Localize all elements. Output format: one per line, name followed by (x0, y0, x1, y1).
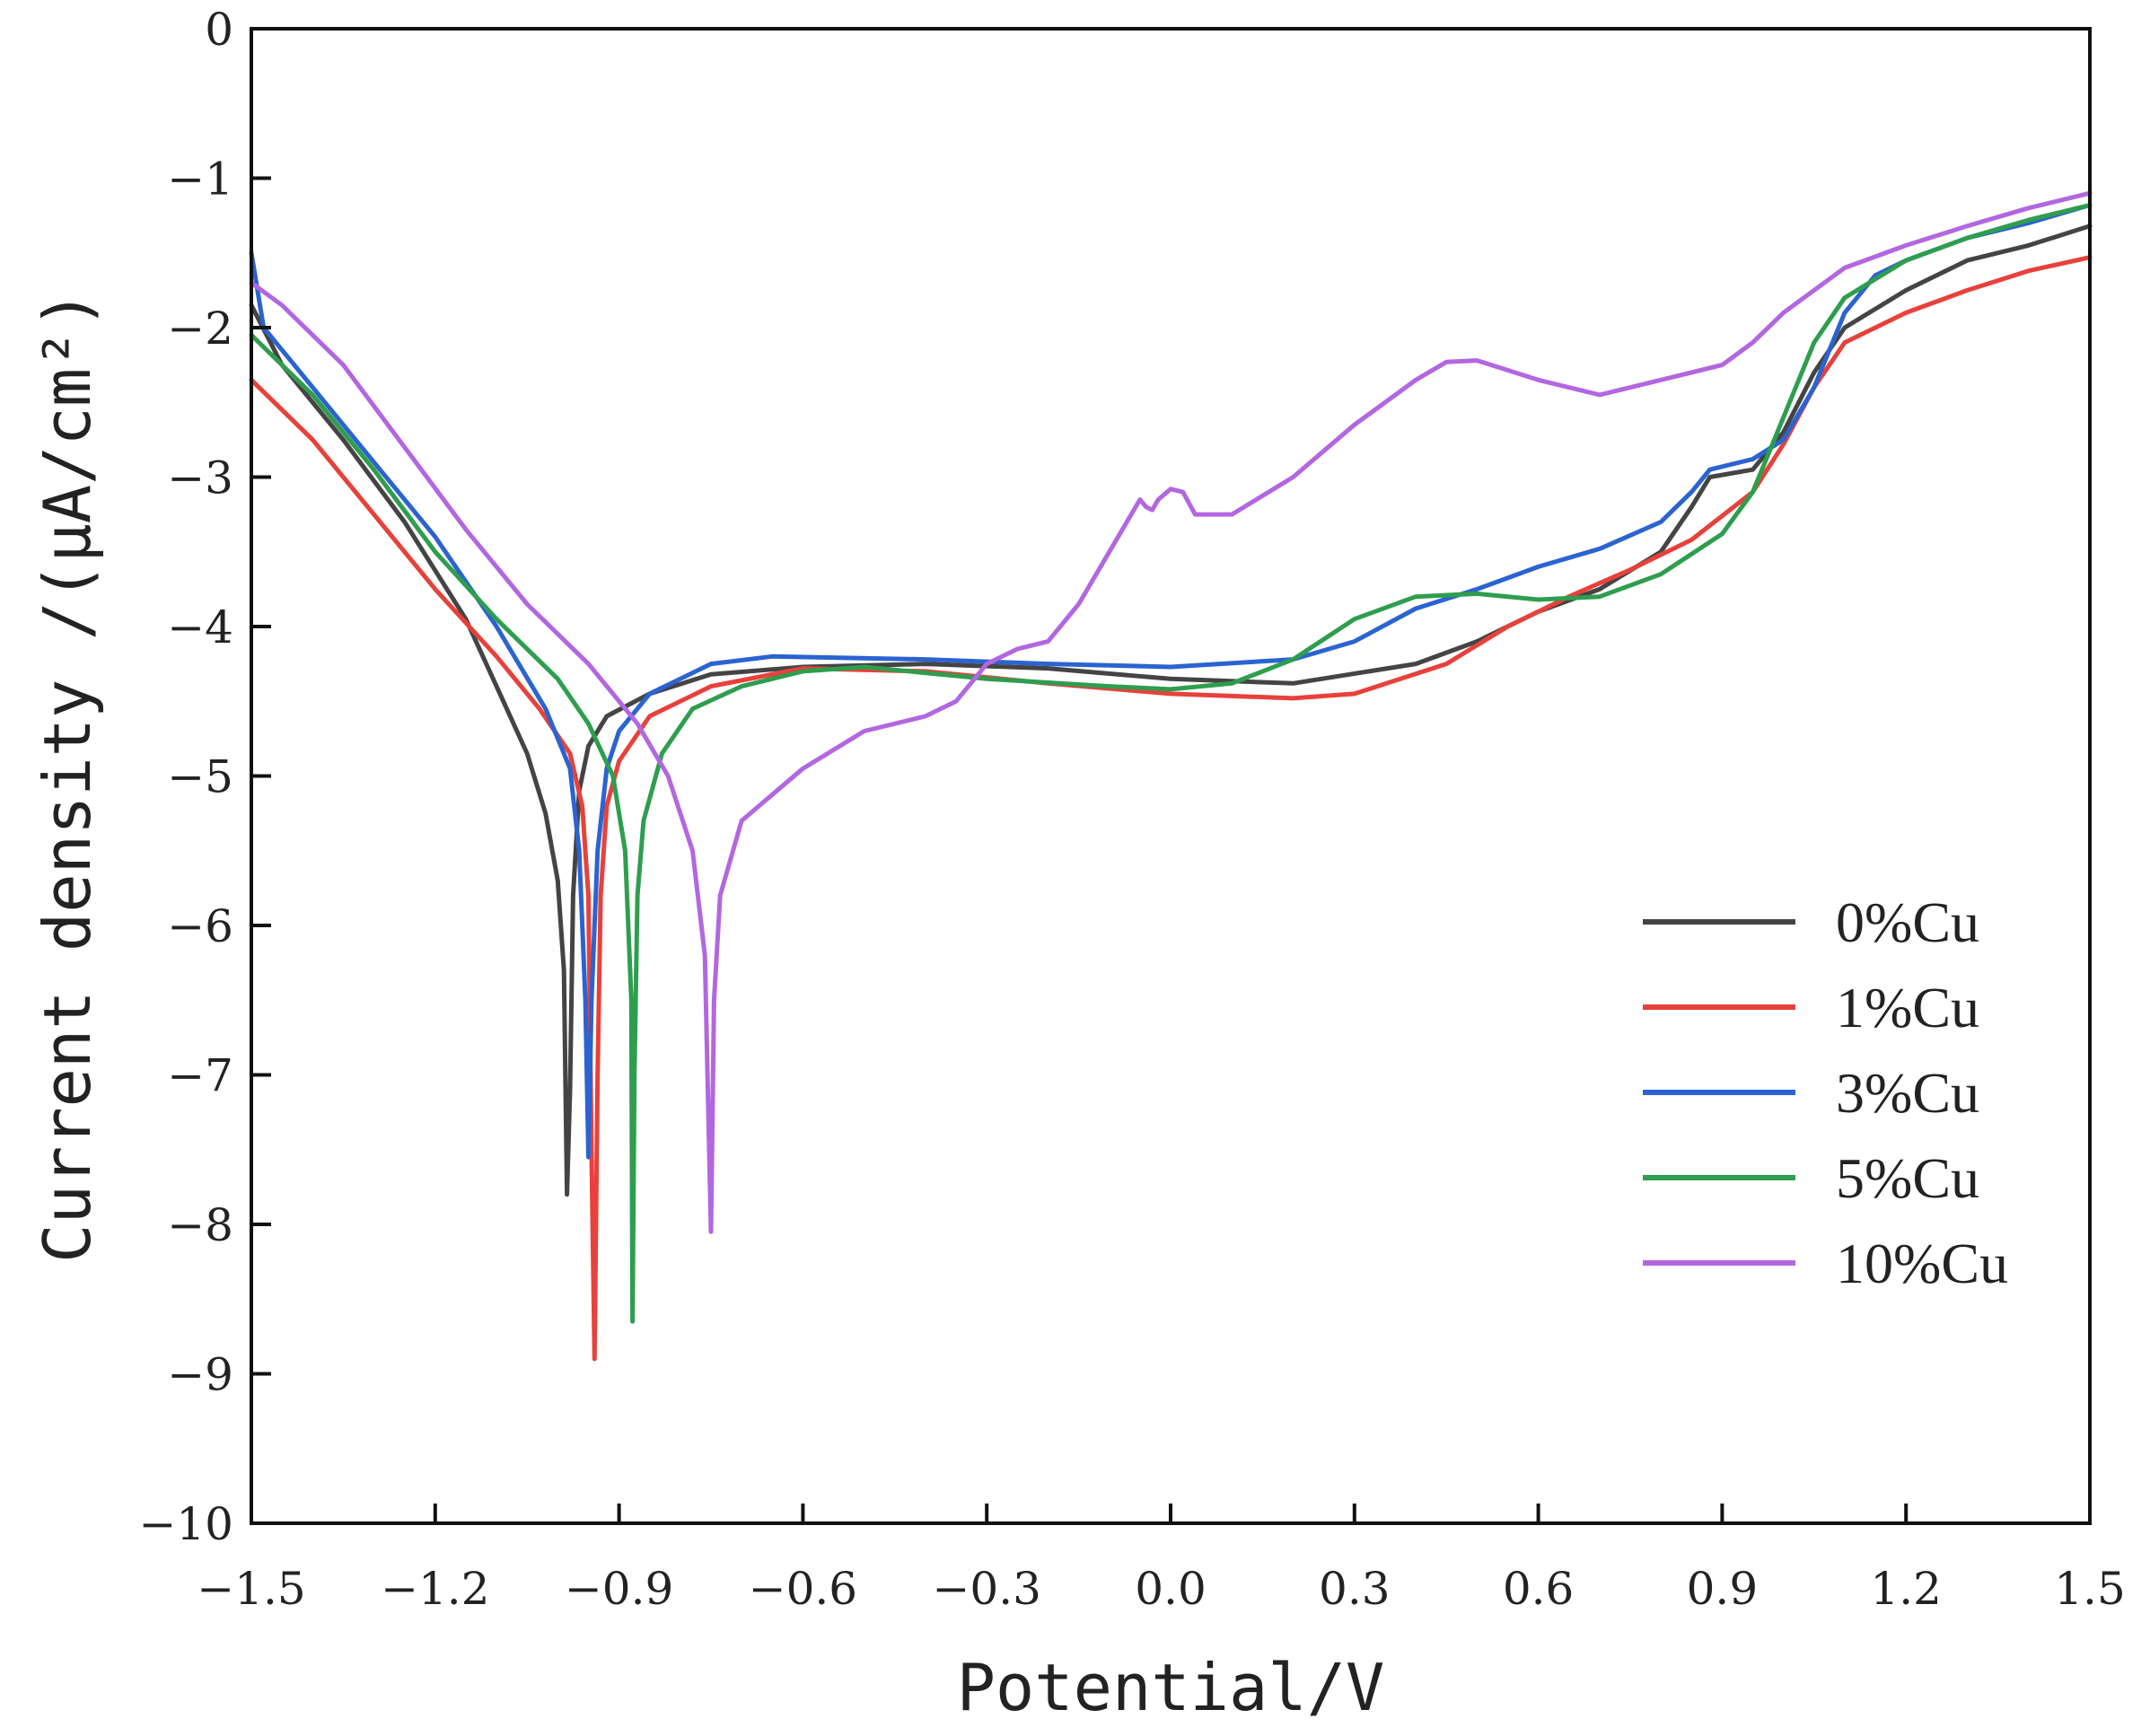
y-axis: 0 −1 −2 −3 −4 −5 −6 −7 −8 −9 −10 (138, 4, 271, 1550)
x-tick-label: 0.3 (1319, 1563, 1391, 1615)
x-tick-label: 1.5 (2054, 1563, 2126, 1615)
x-axis: −1.5 −1.2 −0.9 −0.6 −0.3 0.0 0.3 0.6 0.9 1.2 1.5 (197, 1504, 2126, 1615)
legend-label: 10%Cu (1836, 1232, 2008, 1295)
y-tick-label: −9 (167, 1349, 233, 1401)
x-tick-label: −1.2 (381, 1563, 489, 1615)
y-tick-label: −3 (167, 452, 233, 504)
x-tick-label: 1.2 (1870, 1563, 1942, 1615)
legend-label: 1%Cu (1836, 976, 1979, 1039)
y-tick-label: −5 (167, 751, 233, 803)
x-tick-label: −1.5 (197, 1563, 305, 1615)
series-line-5%Cu (249, 203, 2093, 1324)
series-line-10%Cu (249, 190, 2093, 1234)
y-tick-label: −6 (167, 900, 233, 952)
series-layer (249, 190, 2093, 1362)
x-axis-title: Potential/V (957, 1650, 1385, 1725)
x-tick-label: 0.9 (1687, 1563, 1759, 1615)
legend: 0%Cu 1%Cu 3%Cu 5%Cu 10%Cu (1643, 890, 2008, 1295)
y-axis-title: Current density /(μA/cm²) (30, 290, 105, 1263)
y-tick-label: −2 (167, 302, 233, 355)
y-tick-label: 0 (205, 4, 233, 56)
legend-label: 3%Cu (1836, 1061, 1979, 1125)
legend-label: 5%Cu (1836, 1146, 1979, 1210)
series-line-3%Cu (249, 203, 2093, 1160)
x-tick-label: 0.6 (1503, 1563, 1575, 1615)
y-tick-label: −8 (167, 1199, 233, 1251)
x-tick-label: −0.9 (565, 1563, 673, 1615)
legend-label: 0%Cu (1836, 890, 1979, 954)
x-tick-label: 0.0 (1135, 1563, 1207, 1615)
y-tick-label: −10 (138, 1498, 233, 1550)
x-tick-label: −0.6 (749, 1563, 857, 1615)
y-tick-label: −1 (167, 153, 233, 206)
y-tick-label: −4 (167, 601, 233, 653)
x-tick-label: −0.3 (932, 1563, 1040, 1615)
y-tick-label: −7 (167, 1050, 233, 1102)
